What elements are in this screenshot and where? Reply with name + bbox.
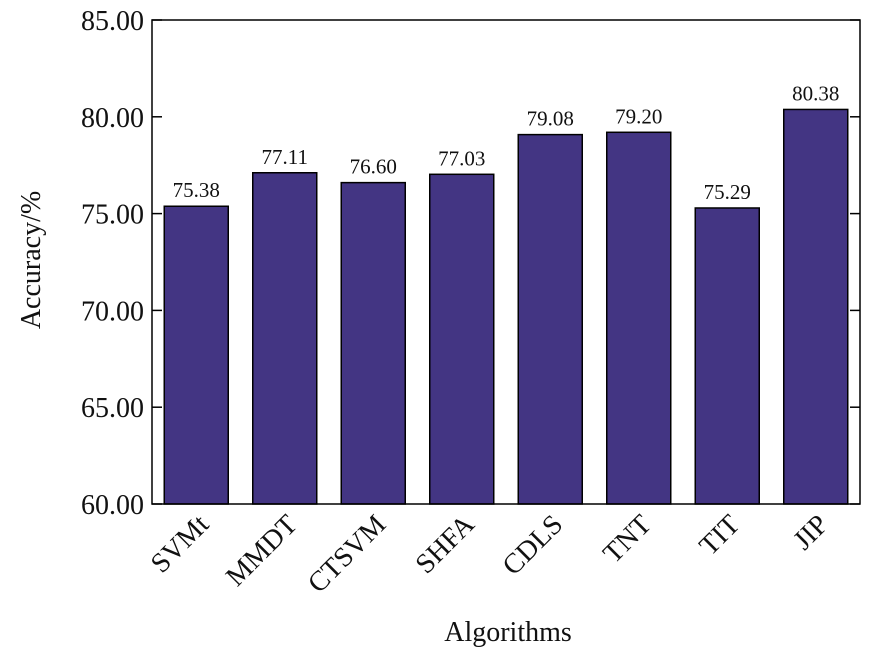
x-axis-title: Algorithms bbox=[444, 617, 572, 648]
y-tick-label: 60.00 bbox=[81, 490, 144, 521]
plot-frame bbox=[151, 19, 861, 505]
value-label-cdls: 79.08 bbox=[527, 107, 574, 131]
value-label-jip: 80.38 bbox=[792, 81, 839, 105]
bar-mmdt bbox=[252, 172, 318, 505]
value-label-shfa: 77.03 bbox=[438, 146, 485, 170]
bar-tit bbox=[694, 207, 760, 505]
value-label-tit: 75.29 bbox=[704, 180, 751, 204]
x-tick-label-tnt: TNT bbox=[597, 509, 657, 569]
bar-jip bbox=[783, 108, 849, 505]
y-tick-label: 80.00 bbox=[81, 103, 144, 134]
bar-ctsvm bbox=[340, 181, 406, 505]
value-label-mmdt: 77.11 bbox=[262, 145, 308, 169]
x-tick-label-svmt: SVMt bbox=[145, 509, 215, 579]
x-tick-label-mmdt: MMDT bbox=[220, 509, 304, 593]
y-axis-title: Accuracy/% bbox=[16, 191, 47, 329]
x-tick-label-shfa: SHFA bbox=[410, 508, 482, 580]
x-tick-label-cdls: CDLS bbox=[497, 509, 570, 582]
value-label-svmt: 75.38 bbox=[173, 178, 220, 202]
value-label-ctsvm: 76.60 bbox=[350, 155, 397, 179]
y-tick-label: 70.00 bbox=[81, 296, 144, 327]
value-labels-layer: 75.38 77.11 76.60 77.03 79.08 79.20 75.29 80.38 bbox=[173, 81, 840, 204]
bar-tnt bbox=[606, 131, 672, 505]
y-tick-label: 75.00 bbox=[81, 200, 144, 231]
x-tick-label-tit: TIT bbox=[693, 509, 746, 562]
x-tick-label-jip: JIP bbox=[787, 509, 834, 556]
bar-svmt bbox=[163, 205, 229, 505]
y-tick-label: 65.00 bbox=[81, 393, 144, 424]
bar-cdls bbox=[517, 133, 583, 505]
y-tick-label: 85.00 bbox=[81, 6, 144, 37]
value-label-tnt: 79.20 bbox=[615, 104, 662, 128]
bars-layer bbox=[163, 108, 849, 505]
bar-shfa bbox=[429, 173, 495, 505]
x-tick-label-ctsvm: CTSVM bbox=[302, 509, 392, 599]
